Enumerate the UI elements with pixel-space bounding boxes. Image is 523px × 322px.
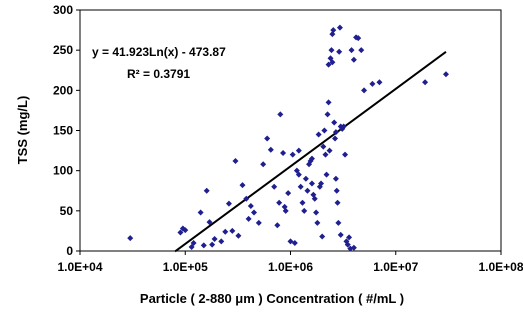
x-tick-label: 1.0E+05 — [163, 260, 208, 274]
x-tick-label: 1.0E+04 — [57, 260, 102, 274]
y-tick-label: 100 — [53, 164, 73, 178]
y-tick-label: 250 — [53, 43, 73, 57]
trendline-equation: y = 41.923Ln(x) - 473.87 — [92, 45, 226, 59]
y-tick-label: 300 — [53, 3, 73, 17]
y-tick-label: 200 — [53, 83, 73, 97]
x-tick-label: 1.0E+06 — [268, 260, 313, 274]
x-tick-label: 1.0E+08 — [478, 260, 523, 274]
y-tick-label: 0 — [66, 244, 73, 258]
r-squared-label: R² = 0.3791 — [127, 67, 190, 81]
y-tick-label: 150 — [53, 124, 73, 138]
x-tick-label: 1.0E+07 — [373, 260, 418, 274]
y-tick-label: 50 — [60, 204, 74, 218]
y-axis-title: TSS (mg/L) — [15, 96, 30, 165]
x-axis-title: Particle ( 2-880 μm ) Concentration ( #/… — [140, 291, 404, 306]
